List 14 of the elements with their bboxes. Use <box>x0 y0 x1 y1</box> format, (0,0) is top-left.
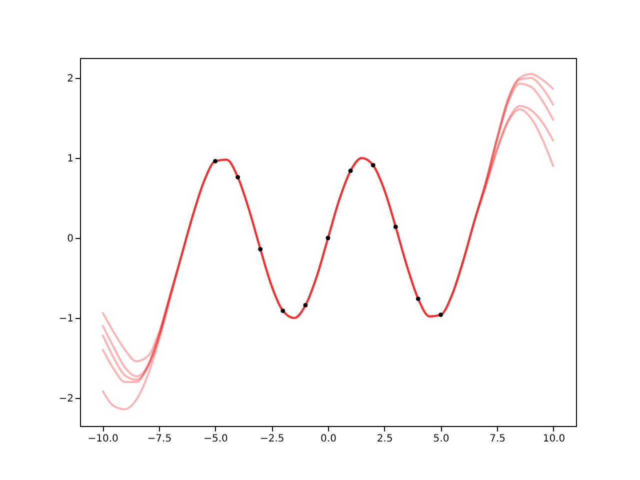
y-tick-label: −2 <box>58 394 74 404</box>
x-tick-label: 10.0 <box>542 434 566 444</box>
x-tick-label: −5.0 <box>204 434 228 444</box>
x-tick-label: 5.0 <box>433 434 450 444</box>
y-tick-label: 1 <box>67 154 74 164</box>
y-tick-label: 0 <box>67 234 74 244</box>
x-tick-label: 7.5 <box>490 434 506 444</box>
y-tick-label: −1 <box>58 314 74 324</box>
x-tick-label: 0.0 <box>320 434 336 444</box>
x-tick-label: −2.5 <box>260 434 284 444</box>
x-tick-label: 2.5 <box>376 434 393 444</box>
x-tick-label: −7.5 <box>147 434 172 444</box>
y-tick-label: 2 <box>67 74 74 84</box>
x-tick-label: −10.0 <box>88 434 118 444</box>
